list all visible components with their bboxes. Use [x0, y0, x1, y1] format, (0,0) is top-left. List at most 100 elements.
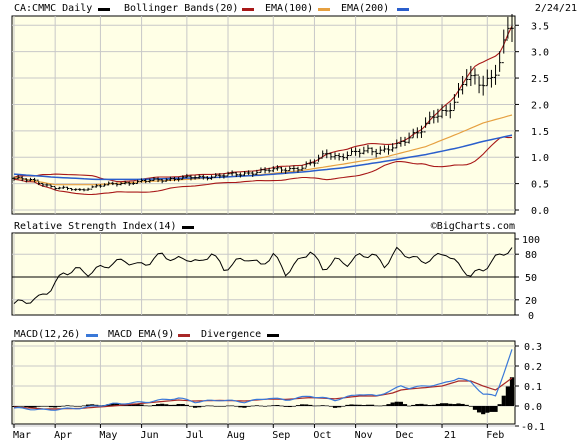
price-tick-label: 0.0: [531, 206, 549, 217]
divergence-bar: [390, 402, 395, 406]
divergence-bar: [147, 405, 152, 407]
divergence-bar: [155, 404, 161, 406]
divergence-bar: [57, 406, 62, 407]
divergence-bar: [291, 406, 296, 407]
divergence-bar: [40, 406, 45, 407]
divergence-bar: [44, 406, 50, 407]
macd-line: [13, 349, 513, 411]
divergence-bar: [20, 406, 25, 407]
divergence-bar: [127, 404, 132, 406]
rsi-panel: [11, 232, 516, 316]
divergence-bar: [143, 405, 148, 407]
divergence-bar: [90, 404, 95, 406]
rsi-legend: Relative Strength Index(14) ©BigCharts.c…: [14, 221, 515, 232]
x-tick-label: 21: [444, 430, 456, 441]
divergence-bar: [32, 406, 37, 408]
divergence-bar: [444, 403, 449, 406]
price-legend-swatch: [98, 8, 110, 11]
divergence-bar: [172, 404, 177, 406]
divergence-bar: [493, 406, 498, 412]
x-axis-labels: Mar Apr May Jun Jul Aug Sep Oct Nov Dec 21 Feb: [13, 424, 504, 441]
divergence-bar: [365, 404, 371, 406]
divergence-bar: [164, 404, 169, 406]
x-tick-label: Mar: [13, 430, 31, 441]
divergence-bar: [419, 403, 424, 406]
rsi-title: Relative Strength Index(14): [14, 221, 177, 232]
bollinger-upper: [13, 25, 513, 183]
x-tick-label: Aug: [227, 430, 245, 441]
divergence-bar: [489, 406, 494, 412]
divergence-bar: [407, 405, 412, 407]
macd-tick-label: 0.1: [524, 382, 542, 393]
ema200-line: [13, 134, 513, 181]
x-tick-label: Apr: [54, 430, 72, 441]
divergence-bar: [411, 404, 416, 406]
divergence-bar: [456, 403, 461, 406]
macd-tick-label: 0.2: [524, 362, 542, 373]
x-tick-label: Jun: [141, 430, 159, 441]
divergence-bar: [180, 404, 185, 406]
divergence-bar: [114, 403, 119, 406]
macd-legend: MACD(12,26) MACD EMA(9) Divergence: [14, 329, 279, 340]
divergence-bar: [275, 405, 280, 406]
price-series: [12, 13, 514, 196]
rsi-tick-label: 20: [525, 296, 537, 307]
price-legend: CA:CMMC Daily Bollinger Bands(20) EMA(10…: [14, 3, 577, 14]
divergence-bar: [11, 406, 17, 407]
rsi-tick-label: 0: [528, 311, 534, 322]
divergence-bar: [341, 406, 346, 407]
chart-title: CA:CMMC Daily: [14, 3, 92, 14]
legend-ema200: EMA(200): [341, 3, 389, 14]
divergence-bar: [357, 404, 362, 406]
divergence-bar: [505, 386, 510, 406]
price-tick-label: 1.5: [531, 127, 549, 138]
legend-bollinger: Bollinger Bands(20): [124, 3, 238, 14]
watermark: ©BigCharts.com: [431, 221, 515, 232]
macd-tick-label: 0.0: [524, 402, 542, 413]
price-tick-label: 0.5: [531, 180, 549, 191]
rsi-tick-label: 100: [522, 235, 540, 246]
chart-date: 2/24/21: [535, 3, 577, 14]
divergence-bar: [279, 405, 284, 407]
divergence-bar: [423, 404, 428, 406]
x-tick-label: Nov: [355, 430, 373, 441]
divergence-bar: [250, 405, 255, 407]
divergence-bar: [217, 406, 222, 407]
legend-divergence: Divergence: [201, 329, 261, 340]
divergence-bar: [77, 406, 82, 407]
divergence-bar: [267, 405, 272, 407]
rsi-tick-label: 80: [525, 250, 537, 261]
divergence-bar: [110, 403, 115, 406]
divergence-bar: [28, 406, 33, 408]
divergence-bar: [201, 406, 206, 407]
divergence-bar: [308, 404, 313, 406]
divergence-bar: [427, 405, 432, 406]
bollinger-lower: [13, 136, 513, 196]
divergence-bar: [234, 406, 239, 407]
macd-tick-label: -0.1: [521, 422, 545, 433]
divergence-bar: [382, 405, 387, 406]
legend-ema100: EMA(100): [265, 3, 313, 14]
divergence-bar: [246, 406, 251, 407]
price-tick-label: 1.0: [531, 153, 549, 164]
divergence-bar: [452, 404, 457, 406]
divergence-bar: [205, 405, 210, 407]
divergence-legend-swatch: [267, 334, 279, 337]
divergence-bar: [476, 406, 482, 413]
divergence-bar: [53, 406, 58, 408]
divergence-bar: [85, 404, 91, 406]
divergence-bar: [485, 406, 490, 413]
divergence-bar: [501, 395, 506, 406]
divergence-bar: [439, 403, 445, 406]
divergence-bar: [402, 404, 408, 406]
divergence-bar: [394, 401, 399, 406]
divergence-bar: [361, 405, 366, 406]
divergence-bar: [69, 405, 74, 407]
divergence-bar: [184, 404, 189, 406]
divergence-bar: [431, 404, 436, 406]
macd-y-ticks: 0.3 0.2 0.1 0.0 -0.1: [515, 342, 545, 433]
ema100-legend-swatch: [318, 8, 330, 11]
rsi-grid: [12, 233, 515, 315]
divergence-bar: [435, 403, 441, 406]
divergence-bar: [81, 405, 87, 407]
